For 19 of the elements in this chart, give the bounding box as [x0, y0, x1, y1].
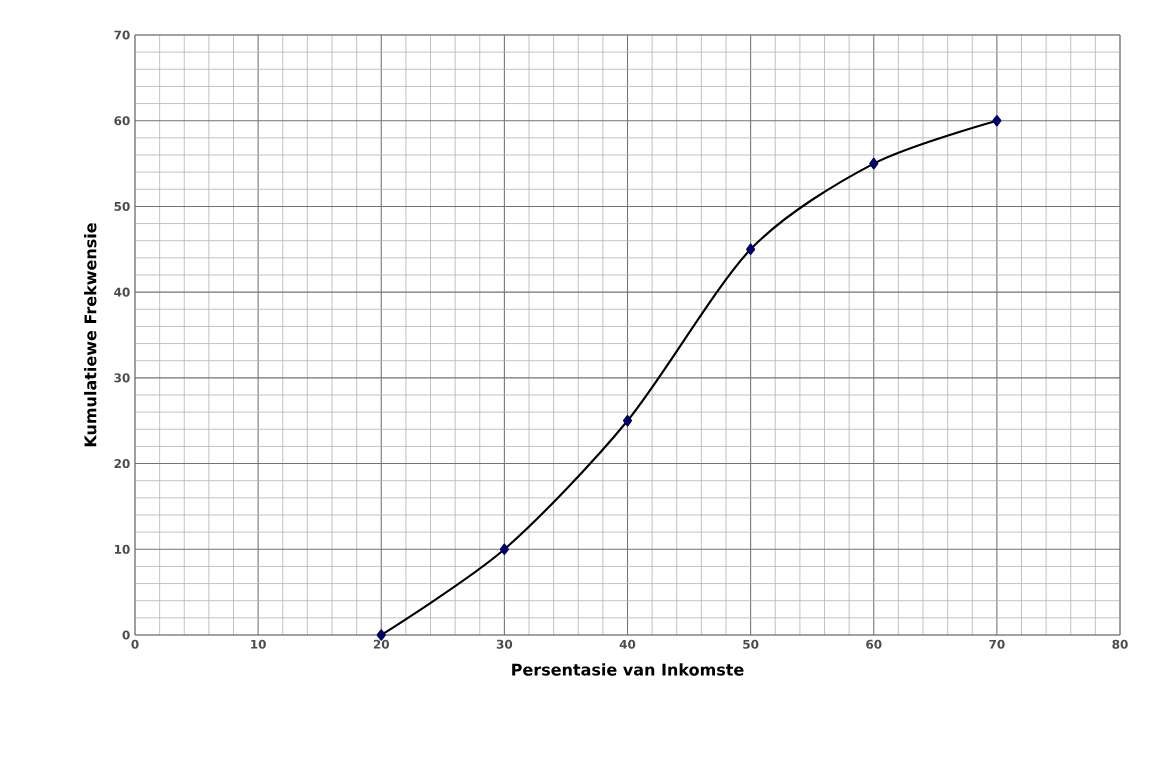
y-tick-label: 20	[114, 459, 130, 469]
y-tick-label: 10	[114, 544, 130, 554]
y-tick-label: 40	[114, 287, 130, 297]
y-tick-label: 70	[114, 30, 130, 40]
x-tick-label: 70	[989, 639, 1005, 649]
x-tick-label: 0	[131, 639, 139, 649]
x-tick-label: 40	[619, 639, 636, 649]
x-tick-label: 30	[496, 639, 513, 649]
y-tick-label: 30	[114, 373, 130, 383]
y-tick-label: 50	[114, 201, 130, 211]
x-tick-label: 80	[1112, 639, 1128, 649]
y-axis-title: Kumulatiewe Frekwensie	[84, 223, 97, 447]
x-tick-label: 10	[251, 639, 266, 649]
x-tick-label: 60	[866, 639, 882, 649]
y-tick-label: 60	[114, 116, 130, 126]
y-tick-label: 0	[122, 630, 130, 640]
x-tick-label: 50	[743, 639, 759, 649]
x-axis-title: Persentasie van Inkomste	[512, 663, 744, 676]
x-tick-label: 20	[373, 639, 390, 649]
